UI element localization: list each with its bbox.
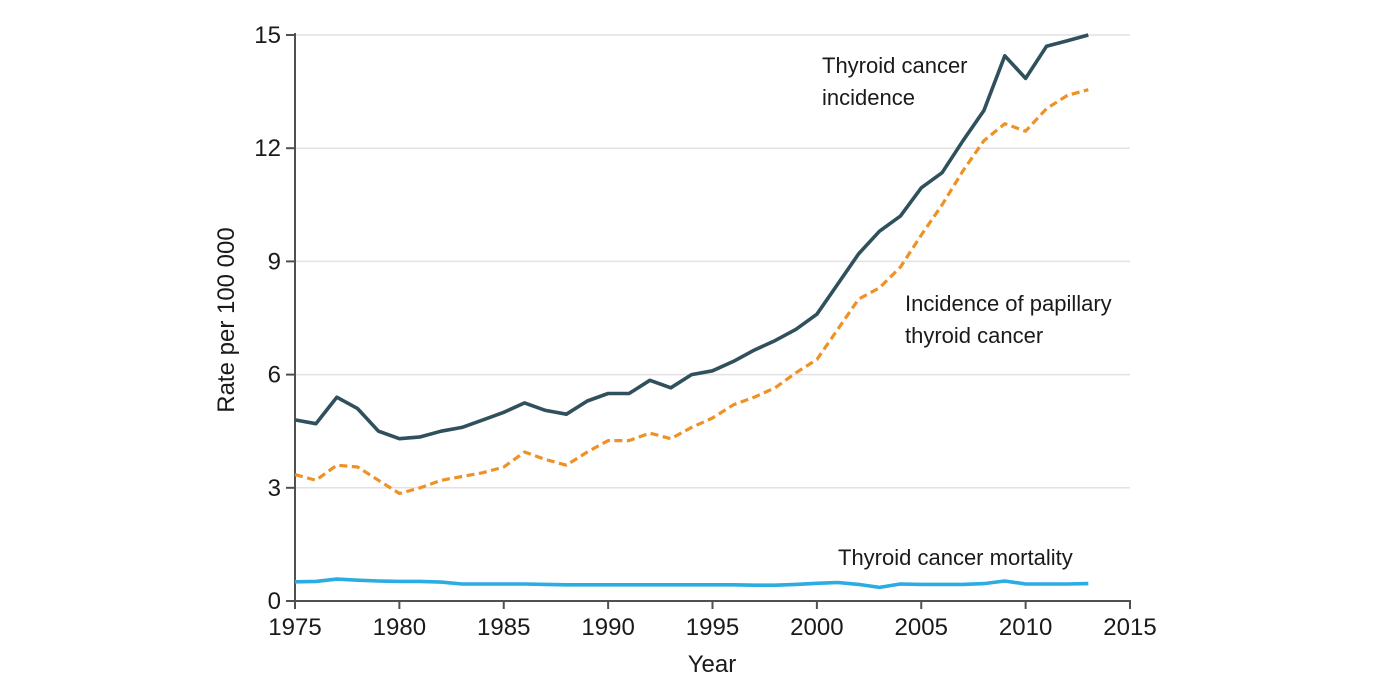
series-label-incidence-line2: incidence bbox=[822, 85, 915, 110]
chart-plot-area: 0 3 6 9 12 15 1975 1980 1985 1990 1995 2000 2005 2010… bbox=[254, 22, 1156, 641]
y-tick-label-15: 15 bbox=[254, 22, 281, 49]
series-label-incidence: Thyroid cancer incidence bbox=[822, 50, 968, 114]
series-label-incidence-line1: Thyroid cancer bbox=[822, 53, 968, 78]
x-tick-label-2005: 2005 bbox=[895, 614, 948, 641]
series-line-papillary bbox=[294, 88, 1089, 496]
series-label-papillary-line1: Incidence of papillary bbox=[905, 291, 1112, 316]
series-label-mortality: Thyroid cancer mortality bbox=[838, 542, 1073, 574]
x-tick-label-2010: 2010 bbox=[999, 614, 1052, 641]
x-tick-label-1995: 1995 bbox=[686, 614, 739, 641]
series-label-mortality-line1: Thyroid cancer mortality bbox=[838, 545, 1073, 570]
y-tick-label-6: 6 bbox=[268, 362, 281, 389]
y-tick-label-12: 12 bbox=[254, 135, 281, 162]
series-label-papillary-line2: thyroid cancer bbox=[905, 323, 1044, 348]
series-line-incidence bbox=[294, 33, 1089, 441]
x-tick-label-1980: 1980 bbox=[373, 614, 426, 641]
y-tick-label-3: 3 bbox=[268, 475, 281, 502]
y-axis-title: Rate per 100 000 bbox=[213, 227, 240, 413]
line-chart-figure: 0 3 6 9 12 15 1975 1980 1985 1990 1995 2000 2005 2010… bbox=[213, 22, 1157, 678]
y-tick-label-0: 0 bbox=[268, 588, 281, 615]
x-tick-label-1985: 1985 bbox=[477, 614, 530, 641]
series-label-papillary: Incidence of papillary thyroid cancer bbox=[905, 288, 1112, 352]
series-line-mortality bbox=[294, 577, 1089, 590]
y-tick-label-9: 9 bbox=[268, 248, 281, 275]
x-tick-label-1990: 1990 bbox=[581, 614, 634, 641]
x-tick-label-2015: 2015 bbox=[1103, 614, 1156, 641]
x-tick-label-2000: 2000 bbox=[790, 614, 843, 641]
x-axis-title: Year bbox=[687, 651, 737, 678]
x-tick-label-1975: 1975 bbox=[268, 614, 321, 641]
